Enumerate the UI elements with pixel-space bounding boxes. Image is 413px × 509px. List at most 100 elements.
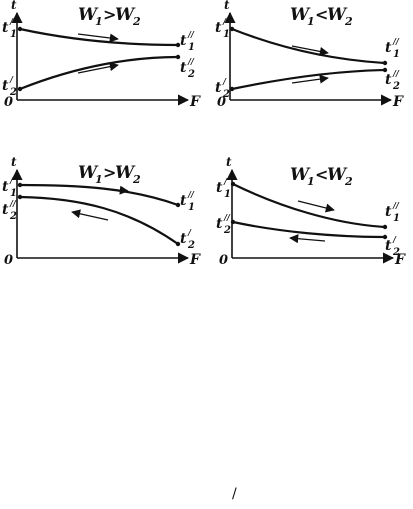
temperature-label-sup: / [392, 234, 397, 244]
temperature-label: t 2 / [385, 234, 400, 258]
temperature-label-base: t [180, 231, 187, 247]
title-right-symbol: W [115, 5, 136, 25]
temperature-label: t 1 // [180, 29, 195, 53]
temperature-label-sub: 1 [224, 189, 231, 200]
temperature-label-base: t [180, 60, 187, 76]
temperature-label-sup: // [223, 212, 231, 222]
temperature-label: t 1 / [2, 16, 17, 40]
temperature-label-base: t [215, 80, 222, 96]
curve-endpoint [382, 234, 388, 240]
origin-label: 0 [4, 95, 13, 110]
flow-direction-arrow [291, 45, 329, 56]
temperature-label-sub: 1 [188, 42, 195, 53]
temperature-label-sub: 1 [10, 29, 17, 40]
title-relation: > [103, 163, 116, 182]
curve-endpoint [17, 26, 23, 32]
curve-endpoint [17, 86, 23, 92]
curve-endpoint [17, 194, 23, 200]
temperature-label: t 1 / [215, 16, 230, 40]
axis-label-t: t [224, 0, 230, 12]
curve-endpoint [229, 26, 235, 32]
temperature-label: t 2 / [215, 76, 230, 100]
temperature-curve-1 [19, 27, 179, 47]
temperature-label-base: t [180, 193, 187, 209]
curve-endpoint [175, 42, 181, 48]
flow-direction-arrow [77, 33, 119, 43]
temperature-label-sub: 1 [393, 213, 400, 224]
temperature-label-sup: / [222, 76, 227, 86]
temperature-label: t 2 / [2, 74, 17, 98]
origin-label: 0 [217, 95, 226, 110]
title-right-symbol: W [327, 165, 348, 185]
title-right-symbol: W [115, 163, 136, 183]
temperature-label: t 2 // [180, 56, 195, 80]
title-left-symbol: W [78, 163, 99, 183]
temperature-label-sub: 2 [9, 87, 17, 98]
temperature-label-sup: / [223, 176, 228, 186]
temperature-label-sup: / [187, 227, 192, 237]
temperature-label: t 2 // [216, 212, 231, 236]
temperature-label-base: t [2, 20, 9, 36]
curve-endpoint [230, 219, 236, 225]
temperature-label-base: t [2, 202, 9, 218]
temperature-label-sub: 2 [223, 225, 231, 236]
temperature-label-base: t [180, 33, 187, 49]
title-right-symbol: W [327, 5, 348, 25]
temperature-label-base: t [385, 40, 392, 56]
temperature-label: t 1 / [2, 175, 17, 199]
axis-label-f: F [189, 94, 201, 110]
curve-endpoint [382, 224, 388, 230]
temperature-label-sub: 2 [187, 240, 195, 251]
axis-label-f: F [392, 94, 404, 110]
temperature-label-sup: // [392, 36, 400, 46]
temperature-label-sub: 1 [223, 29, 230, 40]
curve-endpoint [175, 54, 181, 60]
temperature-label-base: t [216, 180, 223, 196]
flow-direction-arrow [289, 234, 326, 244]
flow-direction-arrow [77, 62, 119, 74]
title-right-subscript: 2 [132, 173, 141, 186]
origin-label: 0 [4, 253, 13, 268]
axis-label-f: F [189, 252, 201, 268]
panel-title: W1 <W2 [290, 165, 353, 188]
temperature-curve-2 [232, 220, 386, 239]
temperature-label-sup: / [9, 175, 14, 185]
temperature-label-sub: 2 [9, 211, 17, 222]
curve-endpoint [230, 181, 236, 187]
axis-label-t: t [11, 0, 17, 12]
temperature-label-sup: // [9, 198, 17, 208]
temperature-label-sub: 1 [393, 49, 400, 60]
title-left-symbol: W [290, 5, 311, 25]
temperature-label-sup: // [187, 56, 195, 66]
temperature-label-base: t [385, 238, 392, 254]
curve-endpoint [17, 182, 23, 188]
footer-mark: / [232, 486, 237, 502]
flow-direction-arrow [297, 200, 335, 213]
temperature-label-sup: // [187, 189, 195, 199]
curve-endpoint [175, 202, 181, 208]
title-relation: < [315, 165, 328, 184]
temperature-label-sub: 2 [392, 247, 400, 258]
temperature-label-base: t [216, 216, 223, 232]
title-relation: > [103, 5, 116, 24]
title-right-subscript: 2 [344, 175, 353, 188]
curve-endpoint [382, 67, 388, 73]
temperature-label-base: t [2, 179, 9, 195]
temperature-curve-1 [231, 27, 386, 65]
title-left-subscript: 1 [307, 175, 315, 188]
temperature-label-base: t [2, 78, 9, 94]
axis-label-t: t [226, 155, 232, 169]
temperature-curve-2 [19, 195, 179, 245]
curve-endpoint [229, 86, 235, 92]
temperature-label-base: t [385, 204, 392, 220]
flow-direction-arrow [291, 74, 329, 84]
origin-label: 0 [219, 253, 228, 268]
temperature-label-sub: 2 [392, 81, 400, 92]
temperature-label-sup: // [392, 200, 400, 210]
panel-title: W1 >W2 [78, 5, 141, 28]
